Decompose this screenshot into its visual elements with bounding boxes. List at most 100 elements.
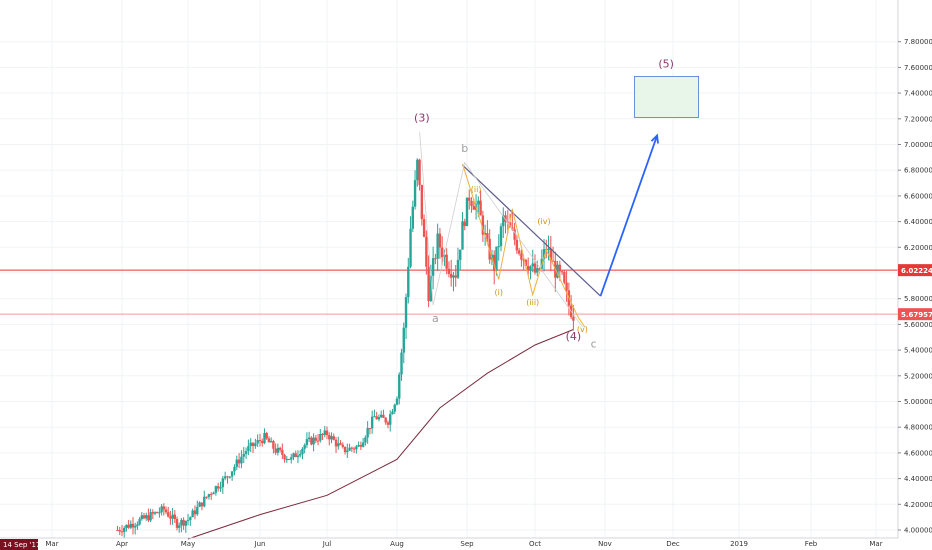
candle-body (310, 437, 313, 445)
candle-body (251, 442, 255, 447)
candle-body (549, 248, 553, 261)
price-tick-label: 4.60000 (904, 449, 932, 457)
candle-body (398, 374, 401, 399)
price-tick-label: 7.20000 (904, 115, 932, 123)
candle-body (272, 441, 275, 449)
candle-body (158, 512, 161, 514)
wave-annotations: (3) b (ii) (iv) (i) (iii) a (v)(4) c (5) (414, 57, 674, 350)
wave-label: (4) (566, 330, 582, 343)
candle-body (517, 250, 521, 254)
candle-body (167, 512, 170, 517)
price-tick-label: 4.00000 (904, 527, 932, 535)
candle-body (292, 453, 295, 458)
candle-body (434, 258, 437, 260)
candle-body (178, 525, 181, 528)
candle-body (560, 271, 564, 273)
candle-body (321, 434, 324, 436)
candle-body (529, 266, 532, 271)
candle-body (129, 523, 132, 528)
candle-body (384, 417, 387, 423)
candle-body (151, 512, 154, 514)
candle-body (352, 448, 356, 450)
candle-body (502, 215, 505, 227)
time-axis[interactable]: Mar Apr May Jun Jul Aug Sep Oct Nov Dec 2019 Feb Mar… (0, 537, 898, 550)
time-tick-label: 2019 (730, 540, 748, 548)
candle-body (160, 506, 163, 513)
wave-label: (iv) (537, 217, 550, 226)
price-badge-label: 6.02224 (901, 267, 932, 275)
subwave-path (462, 163, 586, 328)
candle-body (269, 441, 273, 443)
candle-body (233, 466, 236, 472)
candle-body (328, 435, 331, 440)
candle-body (493, 254, 496, 272)
candle-body (373, 416, 376, 418)
candle-body (276, 447, 280, 453)
candle-body (515, 239, 519, 251)
candle-body (425, 236, 428, 267)
candle-body (551, 260, 555, 262)
candle-body (479, 200, 482, 216)
time-tick-label: Jun (254, 540, 266, 548)
projection-arrow-line (599, 135, 658, 297)
candle-body (299, 454, 302, 456)
projection (599, 75, 699, 297)
candle-body (191, 510, 194, 518)
candle-body (256, 440, 259, 444)
candle-body (511, 227, 514, 230)
candle-body (431, 258, 435, 276)
candle-body (558, 264, 562, 272)
candle-body (368, 428, 372, 430)
candle-body (244, 451, 248, 454)
price-tick-label: 7.80000 (904, 38, 932, 46)
candle-body (301, 448, 304, 455)
candle-body (334, 439, 338, 447)
candle-body (290, 457, 293, 460)
time-tick-label: Apr (116, 540, 128, 548)
candle-body (341, 444, 345, 447)
candle-body (316, 440, 320, 442)
price-tick-label: 7.00000 (904, 141, 932, 149)
candle-body (375, 416, 378, 420)
candle-body (531, 263, 534, 267)
candle-body (203, 496, 206, 507)
price-tick-label: 5.60000 (904, 321, 932, 329)
candle-body (147, 515, 150, 521)
candle-body (459, 249, 462, 260)
candle-body (247, 446, 250, 452)
candle-body (134, 525, 137, 528)
candle-body (443, 254, 446, 258)
candle-body (184, 521, 187, 526)
wave-label: (i) (494, 288, 502, 297)
candle-body (533, 263, 537, 273)
time-tick-label: Nov (598, 540, 612, 548)
candle-body (263, 433, 266, 444)
candle-body (214, 486, 218, 493)
candle-body (361, 442, 365, 447)
time-tick-label: Oct (529, 540, 541, 548)
abc-path (419, 131, 583, 328)
candle-body (180, 519, 183, 526)
price-axis[interactable]: 7.80000 7.60000 7.40000 7.20000 7.00000 6.800… (897, 0, 932, 538)
candle-body (377, 417, 381, 420)
candle-body (216, 486, 220, 489)
candle-body (205, 496, 208, 498)
candle-body (343, 446, 347, 453)
time-tick-label: Mar (45, 540, 58, 548)
candle-body (477, 200, 480, 205)
candle-body (123, 527, 126, 532)
wave-label: (5) (658, 57, 674, 70)
trendline (462, 164, 601, 297)
candle-body (379, 414, 383, 418)
price-badge-label: 5.67957 (901, 311, 932, 319)
candle-body (294, 453, 297, 458)
price-tick-label: 7.60000 (904, 64, 932, 72)
candle-body (267, 438, 271, 443)
candle-body (436, 233, 439, 259)
candle-body (350, 447, 354, 449)
candle-body (465, 197, 469, 226)
candle-body (461, 221, 464, 250)
candle-body (486, 233, 489, 239)
target-zone (634, 75, 699, 118)
